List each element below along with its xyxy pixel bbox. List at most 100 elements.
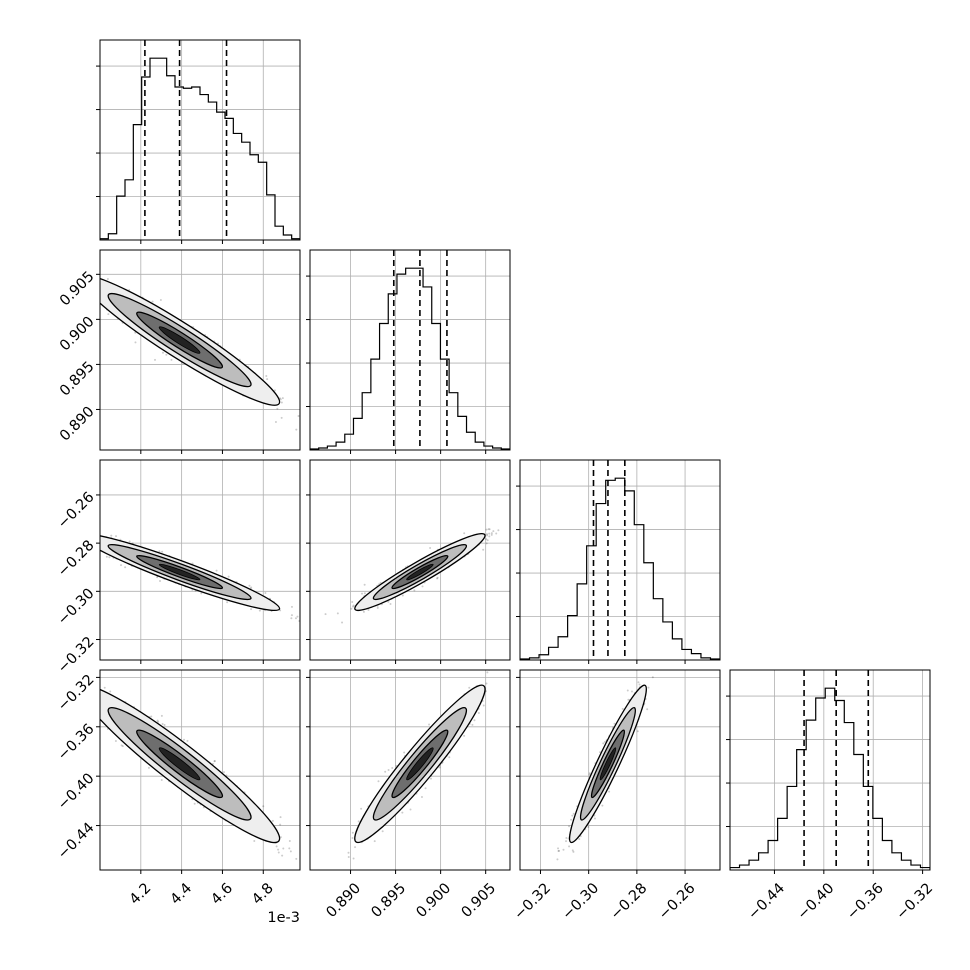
scatter-point [361, 592, 364, 595]
axis-scale-label: 1e-3 [267, 910, 300, 926]
scatter-point [421, 585, 424, 588]
scatter-point [115, 535, 118, 538]
y-tick-label: −0.40 [55, 771, 98, 814]
scatter-point [488, 532, 491, 535]
panel-frame [99, 669, 301, 871]
scatter-point [262, 805, 265, 808]
scatter-point [403, 751, 406, 754]
panel-3-2 [516, 645, 721, 874]
scatter-point [200, 592, 203, 595]
scatter-point [50, 517, 52, 519]
scatter-point [165, 353, 168, 356]
scatter-point [128, 540, 131, 543]
scatter-point [59, 675, 61, 677]
x-tick-label: 4.6 [208, 880, 236, 908]
scatter-point [306, 619, 308, 621]
scatter-point [68, 531, 70, 533]
scatter-point [156, 576, 159, 579]
scatter-point [76, 535, 78, 537]
scatter-point [226, 601, 229, 604]
panel-3-0 [56, 669, 317, 885]
scatter-point [61, 687, 63, 689]
histogram-step [310, 267, 510, 450]
scatter-point [170, 358, 173, 361]
scatter-point [156, 719, 159, 722]
x-tick-label: 0.905 [459, 880, 500, 921]
panel-content [310, 460, 510, 660]
scatter-point [495, 532, 498, 535]
scatter-point [74, 677, 76, 679]
scatter-point [73, 533, 75, 535]
scatter-point [413, 589, 416, 592]
scatter-point [572, 812, 575, 815]
scatter-point [593, 817, 596, 820]
scatter-point [428, 723, 431, 726]
scatter-point [281, 397, 284, 400]
scatter-point [279, 816, 282, 819]
scatter-point [357, 820, 360, 823]
panel-frame [309, 249, 511, 451]
scatter-point [36, 527, 38, 529]
scatter-point [17, 512, 19, 514]
scatter-point [91, 291, 93, 293]
y-tick-label: −0.44 [55, 820, 98, 863]
scatter-point [120, 564, 123, 567]
panel-0-0 [96, 39, 301, 244]
scatter-point [350, 607, 353, 610]
scatter-point [183, 738, 186, 741]
scatter-point [281, 854, 284, 857]
scatter-point [159, 298, 162, 301]
scatter-point [92, 537, 94, 539]
scatter-point [282, 847, 285, 850]
scatter-point [376, 606, 379, 609]
scatter-point [666, 645, 668, 647]
scatter-point [134, 331, 137, 334]
panel-1-1 [306, 249, 511, 454]
x-tick-label: 4.2 [127, 880, 155, 908]
scatter-point [69, 539, 71, 541]
scatter-point [193, 802, 196, 805]
scatter-point [436, 576, 439, 579]
scatter-point [158, 550, 161, 553]
panel-3-1 [306, 669, 511, 874]
y-tick-label: −0.26 [55, 489, 98, 532]
scatter-point [56, 681, 58, 683]
scatter-point [76, 535, 78, 537]
scatter-point [351, 831, 354, 834]
scatter-point [363, 583, 366, 586]
scatter-point [463, 532, 466, 535]
y-tick-label: 0.890 [57, 404, 98, 445]
scatter-point [273, 389, 276, 392]
scatter-point [485, 538, 488, 541]
scatter-point [95, 288, 97, 290]
scatter-point [373, 840, 376, 843]
scatter-point [109, 690, 112, 693]
scatter-point [274, 421, 277, 424]
scatter-point [401, 811, 404, 814]
scatter-point [83, 719, 85, 721]
scatter-point [264, 592, 267, 595]
scatter-point [105, 555, 108, 558]
scatter-point [94, 708, 96, 710]
scatter-point [93, 701, 95, 703]
scatter-point [92, 533, 94, 535]
scatter-point [468, 686, 471, 689]
panel-frame [99, 249, 301, 451]
scatter-point [215, 569, 218, 572]
panel-frame [519, 459, 721, 661]
scatter-point [150, 715, 153, 718]
scatter-point [114, 740, 117, 743]
density-contour [158, 747, 201, 781]
density-contour [158, 326, 201, 354]
scatter-point [315, 883, 317, 885]
x-tick-label: 0.895 [369, 880, 410, 921]
scatter-point [280, 416, 283, 419]
scatter-point [401, 594, 404, 597]
scatter-point [438, 766, 441, 769]
x-tick-label: 0.890 [323, 880, 364, 921]
scatter-point [288, 847, 291, 850]
scatter-point [94, 690, 96, 692]
scatter-point [485, 682, 488, 685]
panel-frame [99, 459, 301, 661]
panel-2-2 [516, 459, 721, 664]
